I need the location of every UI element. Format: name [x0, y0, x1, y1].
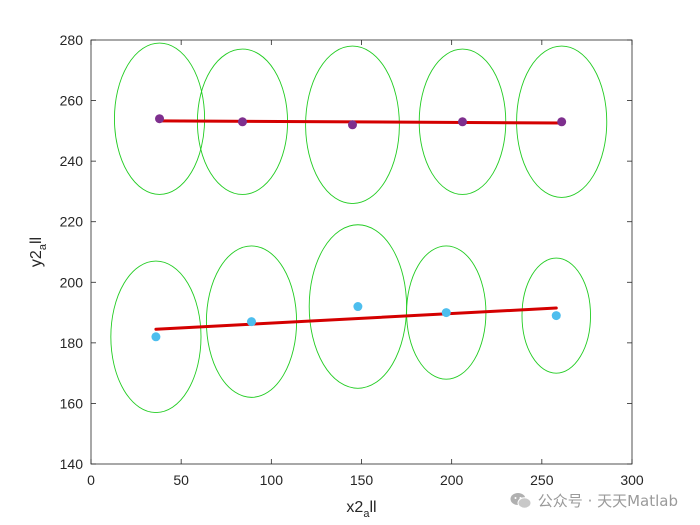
- axes: 0 50 100 150 200 250 300 140 160 180 200 220 240 260 2…: [60, 32, 644, 488]
- fit-lines: [154, 119, 565, 331]
- fit-line-series-2: [154, 306, 558, 331]
- point-s2-4: [441, 308, 451, 318]
- x-tick-label: 300: [620, 472, 644, 488]
- point-s1-3: [347, 120, 357, 130]
- watermark: 公众号 · 天天Matlab: [510, 490, 678, 511]
- x-tick-label: 250: [530, 472, 554, 488]
- x-axis-label: x2all: [346, 499, 376, 520]
- wechat-icon: [510, 492, 532, 510]
- y-tick-label: 180: [60, 335, 84, 351]
- plot-frame: [90, 39, 633, 465]
- point-s2-1: [151, 332, 161, 342]
- ellipse-s1-1: [113, 42, 206, 195]
- ellipse-s1-3: [305, 45, 400, 204]
- ellipse-s2-1: [110, 260, 202, 413]
- plot-area: [90, 39, 633, 465]
- watermark-text: 公众号 · 天天Matlab: [537, 492, 678, 510]
- y-tick-label: 160: [60, 395, 84, 411]
- point-s1-1: [155, 114, 165, 124]
- point-s2-2: [246, 317, 256, 327]
- y-tick-label: 240: [60, 153, 84, 169]
- x-tick-label: 50: [173, 472, 189, 488]
- x-tick-label: 0: [87, 472, 95, 488]
- y-tick-label: 220: [60, 214, 84, 230]
- point-s2-5: [551, 311, 561, 321]
- point-s1-2: [237, 117, 247, 127]
- point-s2-3: [353, 302, 363, 312]
- y-axis-label: y2all: [28, 237, 49, 267]
- x-tick-label: 100: [260, 472, 284, 488]
- x-tick-label: 200: [440, 472, 464, 488]
- y-tick-label: 200: [60, 274, 84, 290]
- y-tick-label: 280: [60, 32, 84, 48]
- ellipse-s2-5: [521, 257, 591, 374]
- x-tick-label: 150: [350, 472, 374, 488]
- y-tick-label: 260: [60, 93, 84, 109]
- y-tick-label: 140: [60, 456, 84, 472]
- point-s1-4: [457, 117, 467, 127]
- point-s1-5: [557, 117, 567, 127]
- data-points: [151, 114, 567, 342]
- fit-line-series-1: [156, 119, 565, 125]
